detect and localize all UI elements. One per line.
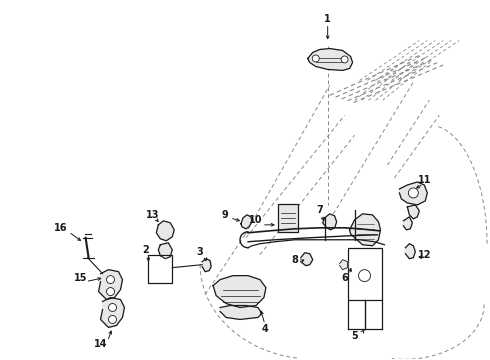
Polygon shape (308, 49, 353, 71)
Polygon shape (323, 214, 337, 230)
Text: 10: 10 (249, 215, 263, 225)
Text: 11: 11 (417, 175, 431, 185)
Circle shape (341, 56, 348, 63)
Text: 6: 6 (341, 273, 348, 283)
Text: 14: 14 (94, 339, 107, 349)
Text: 15: 15 (74, 273, 87, 283)
Text: 1: 1 (324, 14, 331, 24)
Text: 16: 16 (54, 223, 68, 233)
Circle shape (106, 276, 115, 284)
Text: 3: 3 (197, 247, 203, 257)
Polygon shape (407, 205, 419, 219)
Circle shape (408, 188, 418, 198)
Circle shape (359, 270, 370, 282)
Polygon shape (399, 182, 427, 205)
Text: 5: 5 (351, 332, 358, 341)
Text: 2: 2 (142, 245, 149, 255)
Polygon shape (349, 214, 380, 246)
Circle shape (108, 315, 117, 323)
Text: 4: 4 (262, 324, 269, 334)
Bar (347, 248, 383, 300)
Circle shape (108, 303, 117, 311)
Text: 9: 9 (221, 210, 228, 220)
Polygon shape (405, 244, 416, 259)
Polygon shape (220, 306, 262, 319)
Bar (148, 255, 172, 283)
Polygon shape (156, 221, 174, 241)
Polygon shape (158, 243, 172, 259)
Polygon shape (340, 260, 347, 270)
Text: 7: 7 (317, 205, 323, 215)
Bar (278, 204, 298, 232)
Polygon shape (241, 215, 252, 229)
Polygon shape (301, 253, 313, 266)
Text: 12: 12 (417, 250, 431, 260)
Text: 8: 8 (292, 255, 298, 265)
Polygon shape (202, 259, 211, 272)
Circle shape (106, 288, 115, 296)
Polygon shape (403, 217, 413, 230)
Polygon shape (98, 270, 122, 300)
Polygon shape (213, 276, 266, 307)
Text: 13: 13 (146, 210, 159, 220)
Polygon shape (100, 298, 124, 328)
Circle shape (312, 55, 319, 62)
